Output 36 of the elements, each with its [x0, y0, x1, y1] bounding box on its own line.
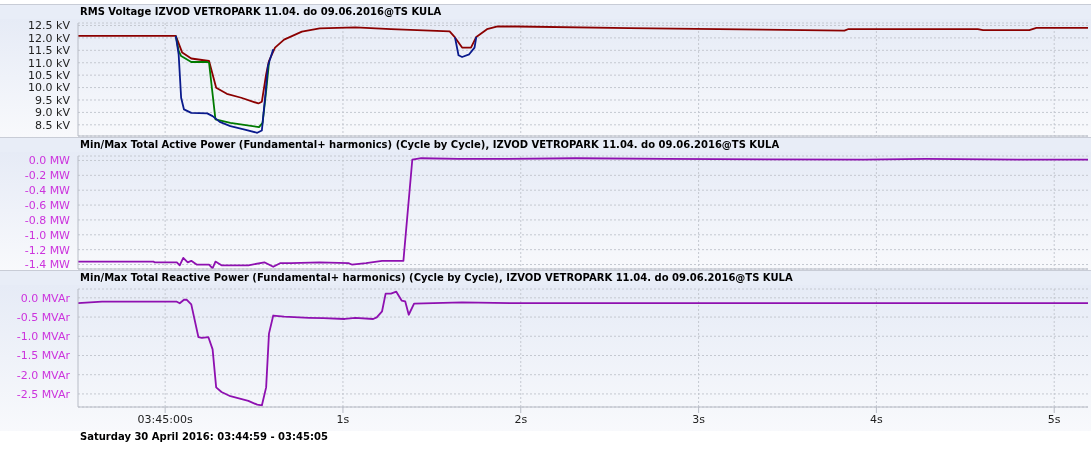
x-tick-label: 1s: [336, 412, 350, 426]
y-tick-label: -1.5 MVAr: [16, 349, 71, 363]
y-tick-label: 10.0 kV: [28, 81, 71, 95]
y-tick-label: 8.5 kV: [35, 118, 71, 132]
y-tick-label: -0.6 MW: [24, 198, 71, 212]
line-series: [78, 25, 1088, 105]
chart-title: RMS Voltage IZVOD VETROPARK 11.04. do 09.06.2016@TS KULA: [0, 4, 1091, 19]
y-tick-label: -0.8 MW: [24, 213, 71, 227]
y-tick-label: -2.5 MVAr: [16, 387, 71, 401]
chart-title: Min/Max Total Active Power (Fundamental+ harmonics) (Cycle by Cycle), IZVOD VETROPARK 11.04. do 09.06.2016@TS KULA: [0, 137, 1091, 152]
y-tick-label: 11.0 kV: [28, 56, 71, 70]
y-tick-label: -0.5 MVAr: [16, 310, 71, 324]
y-tick-label: -1.4 MW: [24, 258, 71, 272]
x-tick-label: 4s: [870, 412, 884, 426]
y-tick-label: -0.4 MW: [24, 184, 71, 198]
y-tick-label: 0.0 MVAr: [20, 291, 71, 305]
y-tick-label: 9.5 kV: [35, 93, 71, 107]
y-tick-label: -0.2 MW: [24, 169, 71, 183]
y-tick-label: -2.0 MVAr: [16, 368, 71, 382]
y-tick-label: 9.0 kV: [35, 106, 71, 120]
y-tick-label: 10.5 kV: [28, 69, 71, 83]
text: Saturday 30 April 2016: 03:44:59 - 03:45:05: [79, 431, 329, 444]
y-tick-label: 12.5 kV: [28, 19, 71, 33]
x-tick-label: 03:45:00s: [137, 412, 193, 426]
line-series: [78, 290, 1088, 407]
y-tick-label: -1.2 MW: [24, 243, 71, 257]
y-tick-label: 11.5 kV: [28, 44, 71, 58]
line-series: [78, 157, 1088, 269]
x-tick-label: 2s: [514, 412, 528, 426]
x-tick-label: 5s: [1047, 412, 1061, 426]
y-tick-label: -1.0 MVAr: [16, 330, 71, 344]
y-tick-label: -1.0 MW: [24, 228, 71, 242]
y-tick-label: 0.0 MW: [28, 154, 71, 168]
chart-title: Min/Max Total Reactive Power (Fundamental+ harmonics) (Cycle by Cycle), IZVOD VETROPARK 11.04. do 09.06.2016@TS KULA: [0, 270, 1091, 285]
x-tick-label: 3s: [692, 412, 706, 426]
y-tick-label: 12.0 kV: [28, 31, 71, 45]
